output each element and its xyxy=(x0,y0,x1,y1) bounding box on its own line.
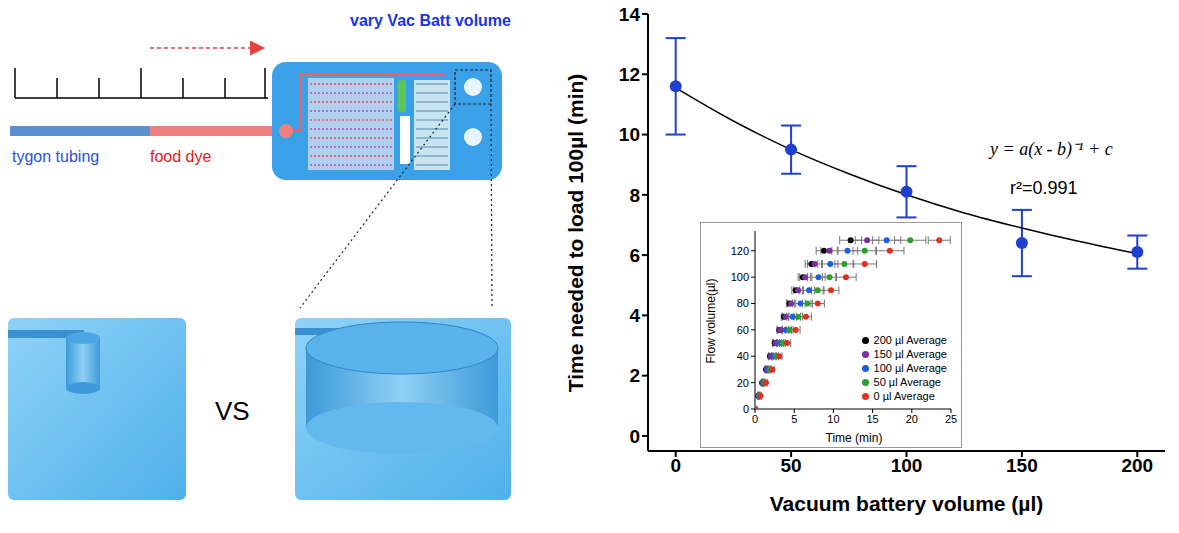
svg-text:200: 200 xyxy=(1121,455,1153,476)
svg-text:6: 6 xyxy=(629,245,640,266)
svg-text:25: 25 xyxy=(945,413,957,425)
svg-text:10: 10 xyxy=(619,124,640,145)
svg-text:food dye: food dye xyxy=(150,148,211,165)
html-text:0 µl Average: 0 µl Average xyxy=(873,390,935,402)
svg-text:0: 0 xyxy=(670,455,681,476)
html-text:Flow volume(µl): Flow volume(µl) xyxy=(704,278,718,364)
svg-text:80: 80 xyxy=(737,297,749,309)
svg-text:60: 60 xyxy=(737,324,749,336)
svg-text:150: 150 xyxy=(1006,455,1038,476)
html-text:100 µl Average: 100 µl Average xyxy=(873,362,947,374)
svg-text:20: 20 xyxy=(906,413,918,425)
html-text:200 µl Average: 200 µl Average xyxy=(873,334,947,346)
svg-text:0: 0 xyxy=(752,413,758,425)
html-text:r²=0.991: r²=0.991 xyxy=(1010,178,1078,198)
svg-text:10: 10 xyxy=(827,413,839,425)
html-text:y = a(x - b)⁻¹ + c: y = a(x - b)⁻¹ + c xyxy=(990,139,1113,159)
svg-text:0: 0 xyxy=(629,426,640,447)
svg-text:8: 8 xyxy=(629,185,640,206)
html-text:Time (min): Time (min) xyxy=(825,431,883,445)
svg-text:VS: VS xyxy=(215,396,250,426)
svg-text:100: 100 xyxy=(731,271,749,283)
html-text:150 µl Average: 150 µl Average xyxy=(873,348,947,360)
svg-text:2: 2 xyxy=(629,365,640,386)
svg-text:15: 15 xyxy=(866,413,878,425)
svg-text:5: 5 xyxy=(791,413,797,425)
svg-text:vary Vac Batt volume: vary Vac Batt volume xyxy=(350,12,511,29)
svg-text:50: 50 xyxy=(781,455,802,476)
svg-text:tygon tubing: tygon tubing xyxy=(12,148,99,165)
html-text:50 µl Average: 50 µl Average xyxy=(873,376,941,388)
svg-text:120: 120 xyxy=(731,245,749,257)
svg-text:12: 12 xyxy=(619,64,640,85)
html-text:Time needed to load 100µl (min: Time needed to load 100µl (min) xyxy=(564,73,587,392)
svg-text:14: 14 xyxy=(619,4,641,25)
svg-text:100: 100 xyxy=(891,455,923,476)
svg-text:4: 4 xyxy=(629,305,640,326)
html-text:Vacuum battery volume (µl): Vacuum battery volume (µl) xyxy=(769,492,1044,515)
svg-text:0: 0 xyxy=(743,403,749,415)
svg-text:40: 40 xyxy=(737,350,749,362)
svg-text:20: 20 xyxy=(737,377,749,389)
